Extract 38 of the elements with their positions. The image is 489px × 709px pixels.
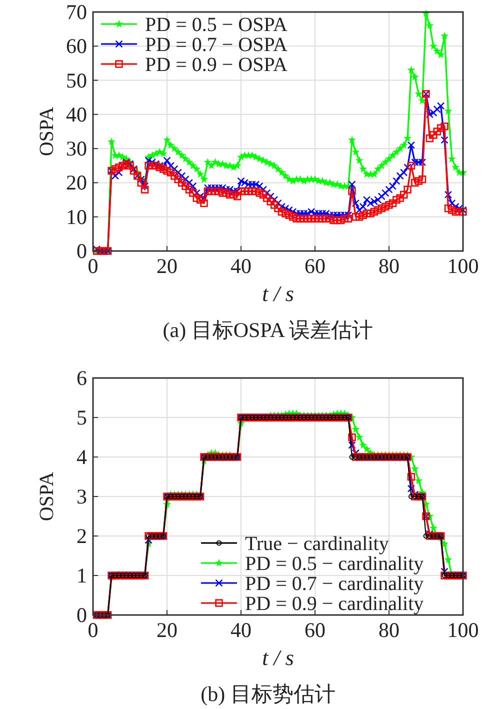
x-tick-label: 100 [447,618,479,642]
y-axis-title: OSPA [36,471,58,522]
y-tick-label: 6 [76,366,87,390]
legend-label: PD = 0.9 − cardinality [245,593,424,615]
y-tick-label: 0 [76,603,87,627]
x-tick-label: 40 [230,254,252,278]
y-tick-label: 60 [66,34,87,58]
x-axis-title: t / s [262,281,294,306]
y-tick-label: 2 [76,524,87,548]
y-axis-title: OSPA [36,106,58,156]
y-tick-label: 0 [76,239,87,263]
x-tick-label: 100 [447,254,479,278]
x-tick-label: 80 [378,618,400,642]
legend-label: PD = 0.7 − cardinality [245,573,424,595]
legend-label: PD = 0.9 − OSPA [145,54,288,76]
x-tick-label: 60 [304,618,326,642]
y-tick-label: 30 [66,136,87,161]
y-tick-label: 70 [66,0,87,24]
legend-label: True − cardinality [245,533,389,555]
x-tick-label: 20 [156,618,178,642]
x-tick-label: 20 [156,254,178,278]
y-tick-label: 3 [76,484,87,508]
x-tick-label: 40 [230,618,252,642]
legend-label: PD = 0.5 − OSPA [145,14,288,36]
text: (a) 目标OSPA 误差估计 [162,318,374,342]
text: (b) 目标势估计 [200,682,336,706]
y-tick-label: 50 [66,68,87,92]
y-tick-label: 1 [76,564,87,588]
legend-label: PD = 0.5 − cardinality [245,553,424,575]
y-tick-label: 20 [66,170,87,195]
y-tick-label: 40 [66,102,87,126]
legend-label: PD = 0.7 − OSPA [145,34,288,56]
y-tick-label: 4 [76,445,88,469]
y-tick-label: 10 [66,204,87,229]
x-tick-label: 80 [378,254,400,278]
x-axis-title: t / s [262,645,294,670]
x-tick-label: 60 [304,254,326,278]
y-tick-label: 5 [76,406,87,430]
